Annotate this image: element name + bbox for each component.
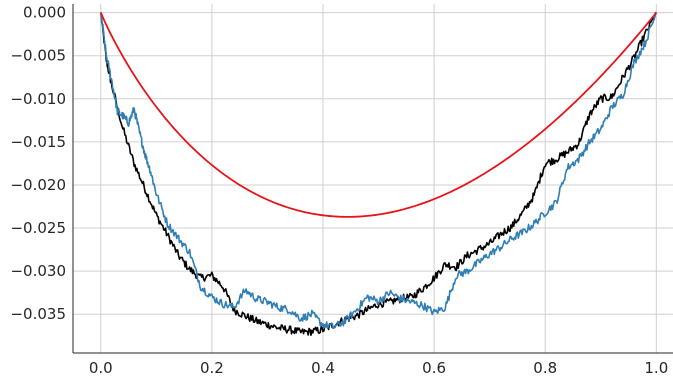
x-tick-label: 1.0 — [644, 359, 668, 377]
series-red-fit-line — [99, 12, 658, 218]
x-tick-label: 0.4 — [311, 359, 335, 377]
series-black-line — [99, 11, 657, 337]
x-tick-label: 0.6 — [422, 359, 446, 377]
grid-lines — [73, 4, 673, 353]
y-tick-label: −0.025 — [10, 219, 66, 237]
y-tick-label: −0.015 — [10, 133, 66, 151]
y-tick-label: −0.005 — [10, 47, 66, 65]
x-tick-label: 0.8 — [533, 359, 557, 377]
series-group — [99, 11, 658, 337]
x-tick-label: 0.2 — [200, 359, 224, 377]
y-tick-label: −0.020 — [10, 176, 66, 194]
y-tick-label: −0.035 — [10, 305, 66, 323]
y-tick-label: 0.000 — [23, 4, 66, 22]
axes — [72, 4, 673, 354]
x-tick-label: 0.0 — [89, 359, 113, 377]
y-tick-label: −0.030 — [10, 262, 66, 280]
tick-labels: 0.0 0.2 0.4 0.6 0.8 1.0 0.000 −0.005 −0.010 −0.01… — [10, 4, 668, 377]
series-blue-line — [100, 11, 658, 330]
y-tick-label: −0.010 — [10, 90, 66, 108]
